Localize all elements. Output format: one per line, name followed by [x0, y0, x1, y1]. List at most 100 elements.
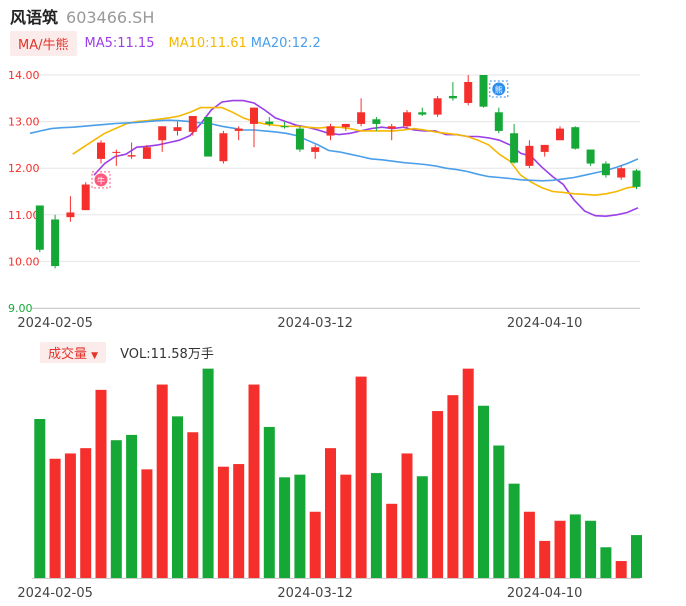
volume-bar: [600, 547, 612, 578]
candle-body: [51, 219, 60, 267]
volume-bar: [523, 511, 535, 578]
candle-body: [311, 147, 320, 152]
candle-body: [601, 163, 610, 176]
bear-marker-frame: [489, 80, 509, 98]
candle-body: [66, 212, 75, 218]
volume-bar: [64, 453, 76, 578]
bull-marker-icon: [94, 173, 108, 187]
volume-bar: [294, 474, 306, 578]
volume-bar: [110, 440, 122, 578]
volume-bar: [539, 540, 551, 578]
ma20-label: MA20:12.2: [250, 35, 321, 51]
volume-bar: [34, 419, 46, 578]
volume-bar: [202, 368, 214, 578]
y-tick-label: 12.00: [8, 162, 40, 175]
x-tick-label: 2024-03-12: [277, 316, 353, 331]
candle-body: [464, 81, 473, 103]
candle-body: [479, 75, 488, 107]
volume-bar: [631, 535, 642, 578]
x-tick-label: 2024-02-05: [17, 316, 93, 331]
ma-line-ma10: [72, 106, 639, 197]
candle-body: [586, 149, 595, 164]
candle-body: [97, 142, 105, 159]
x-tick-label: 2024-03-12: [277, 586, 353, 601]
y-tick-label: 10.00: [8, 255, 40, 268]
volume-bar: [386, 503, 398, 578]
candle-body: [173, 127, 182, 131]
y-tick-label: 11.00: [8, 209, 40, 222]
volume-bar: [416, 476, 428, 578]
volume-selector-label: 成交量: [48, 346, 88, 362]
volume-bar: [80, 448, 92, 578]
volume-bar: [309, 511, 321, 578]
volume-bar: [493, 445, 505, 578]
volume-bar: [279, 477, 291, 578]
candle-body: [81, 184, 90, 211]
caret-down-icon: ▼: [91, 350, 99, 361]
candle-body: [418, 112, 427, 115]
candle-body: [448, 95, 457, 99]
volume-bar: [126, 434, 138, 578]
candle-body: [357, 112, 366, 124]
candle-body: [326, 126, 335, 136]
candle-body: [387, 126, 396, 129]
candle-body: [571, 127, 580, 149]
volume-bar: [569, 514, 581, 578]
volume-bar: [615, 561, 627, 578]
candle-body: [372, 119, 381, 124]
ma-line-ma20: [29, 119, 639, 182]
candle-body: [112, 151, 121, 153]
candle-body: [250, 107, 258, 124]
bear-marker-label: 熊: [495, 84, 503, 94]
candle-body: [341, 123, 350, 128]
volume-bar: [447, 395, 459, 578]
ma10-label: MA10:11.61: [168, 35, 247, 51]
volume-value: VOL:11.58万手: [120, 346, 214, 362]
candle-body: [540, 144, 549, 152]
volume-bar: [554, 520, 566, 578]
volume-bar: [217, 466, 229, 578]
y-tick-label: 14.00: [8, 69, 40, 82]
candle-body: [265, 121, 274, 124]
y-tick-label: 9.00: [8, 302, 33, 315]
indicator-selector[interactable]: MA/牛熊: [10, 30, 77, 56]
candle-body: [433, 98, 442, 115]
x-tick-label: 2024-02-05: [17, 586, 93, 601]
bear-marker-icon: [492, 82, 506, 96]
ma-line-ma5: [93, 99, 639, 218]
bull-marker-label: 牛: [97, 175, 105, 185]
candle-body: [632, 170, 641, 187]
volume-bar: [478, 405, 489, 578]
stock-name: 风语筑: [10, 8, 59, 27]
stock-code: 603466.SH: [66, 8, 155, 27]
candle-body: [204, 116, 213, 157]
ma-legend: MA/牛熊 MA5:11.15 MA10:11.61 MA20:12.2: [10, 30, 321, 56]
candle-body: [510, 133, 519, 163]
bull-marker-frame: [91, 171, 111, 189]
volume-bar: [172, 416, 183, 578]
candle-body: [219, 133, 228, 162]
volume-bar: [432, 411, 444, 578]
candle-body: [403, 112, 411, 127]
candle-body: [142, 147, 151, 159]
volume-bar: [156, 384, 168, 578]
volume-bar: [340, 474, 352, 578]
volume-bar: [355, 376, 367, 578]
volume-bar: [370, 473, 382, 578]
volume-bar: [585, 520, 597, 578]
candle-body: [525, 145, 534, 166]
candle-body: [158, 126, 167, 141]
volume-bar: [187, 432, 199, 578]
volume-selector[interactable]: 成交量 ▼: [40, 341, 107, 363]
candle-body: [280, 126, 289, 128]
volume-bar: [462, 368, 474, 578]
volume-legend: 成交量 ▼ VOL:11.58万手: [40, 341, 214, 363]
candle-body: [234, 128, 243, 131]
x-tick-label: 2024-04-10: [507, 316, 583, 331]
candle-body: [188, 116, 197, 132]
volume-bar: [233, 464, 245, 578]
volume-bar: [325, 448, 336, 578]
volume-bar: [401, 453, 413, 578]
candle-body: [35, 205, 44, 250]
